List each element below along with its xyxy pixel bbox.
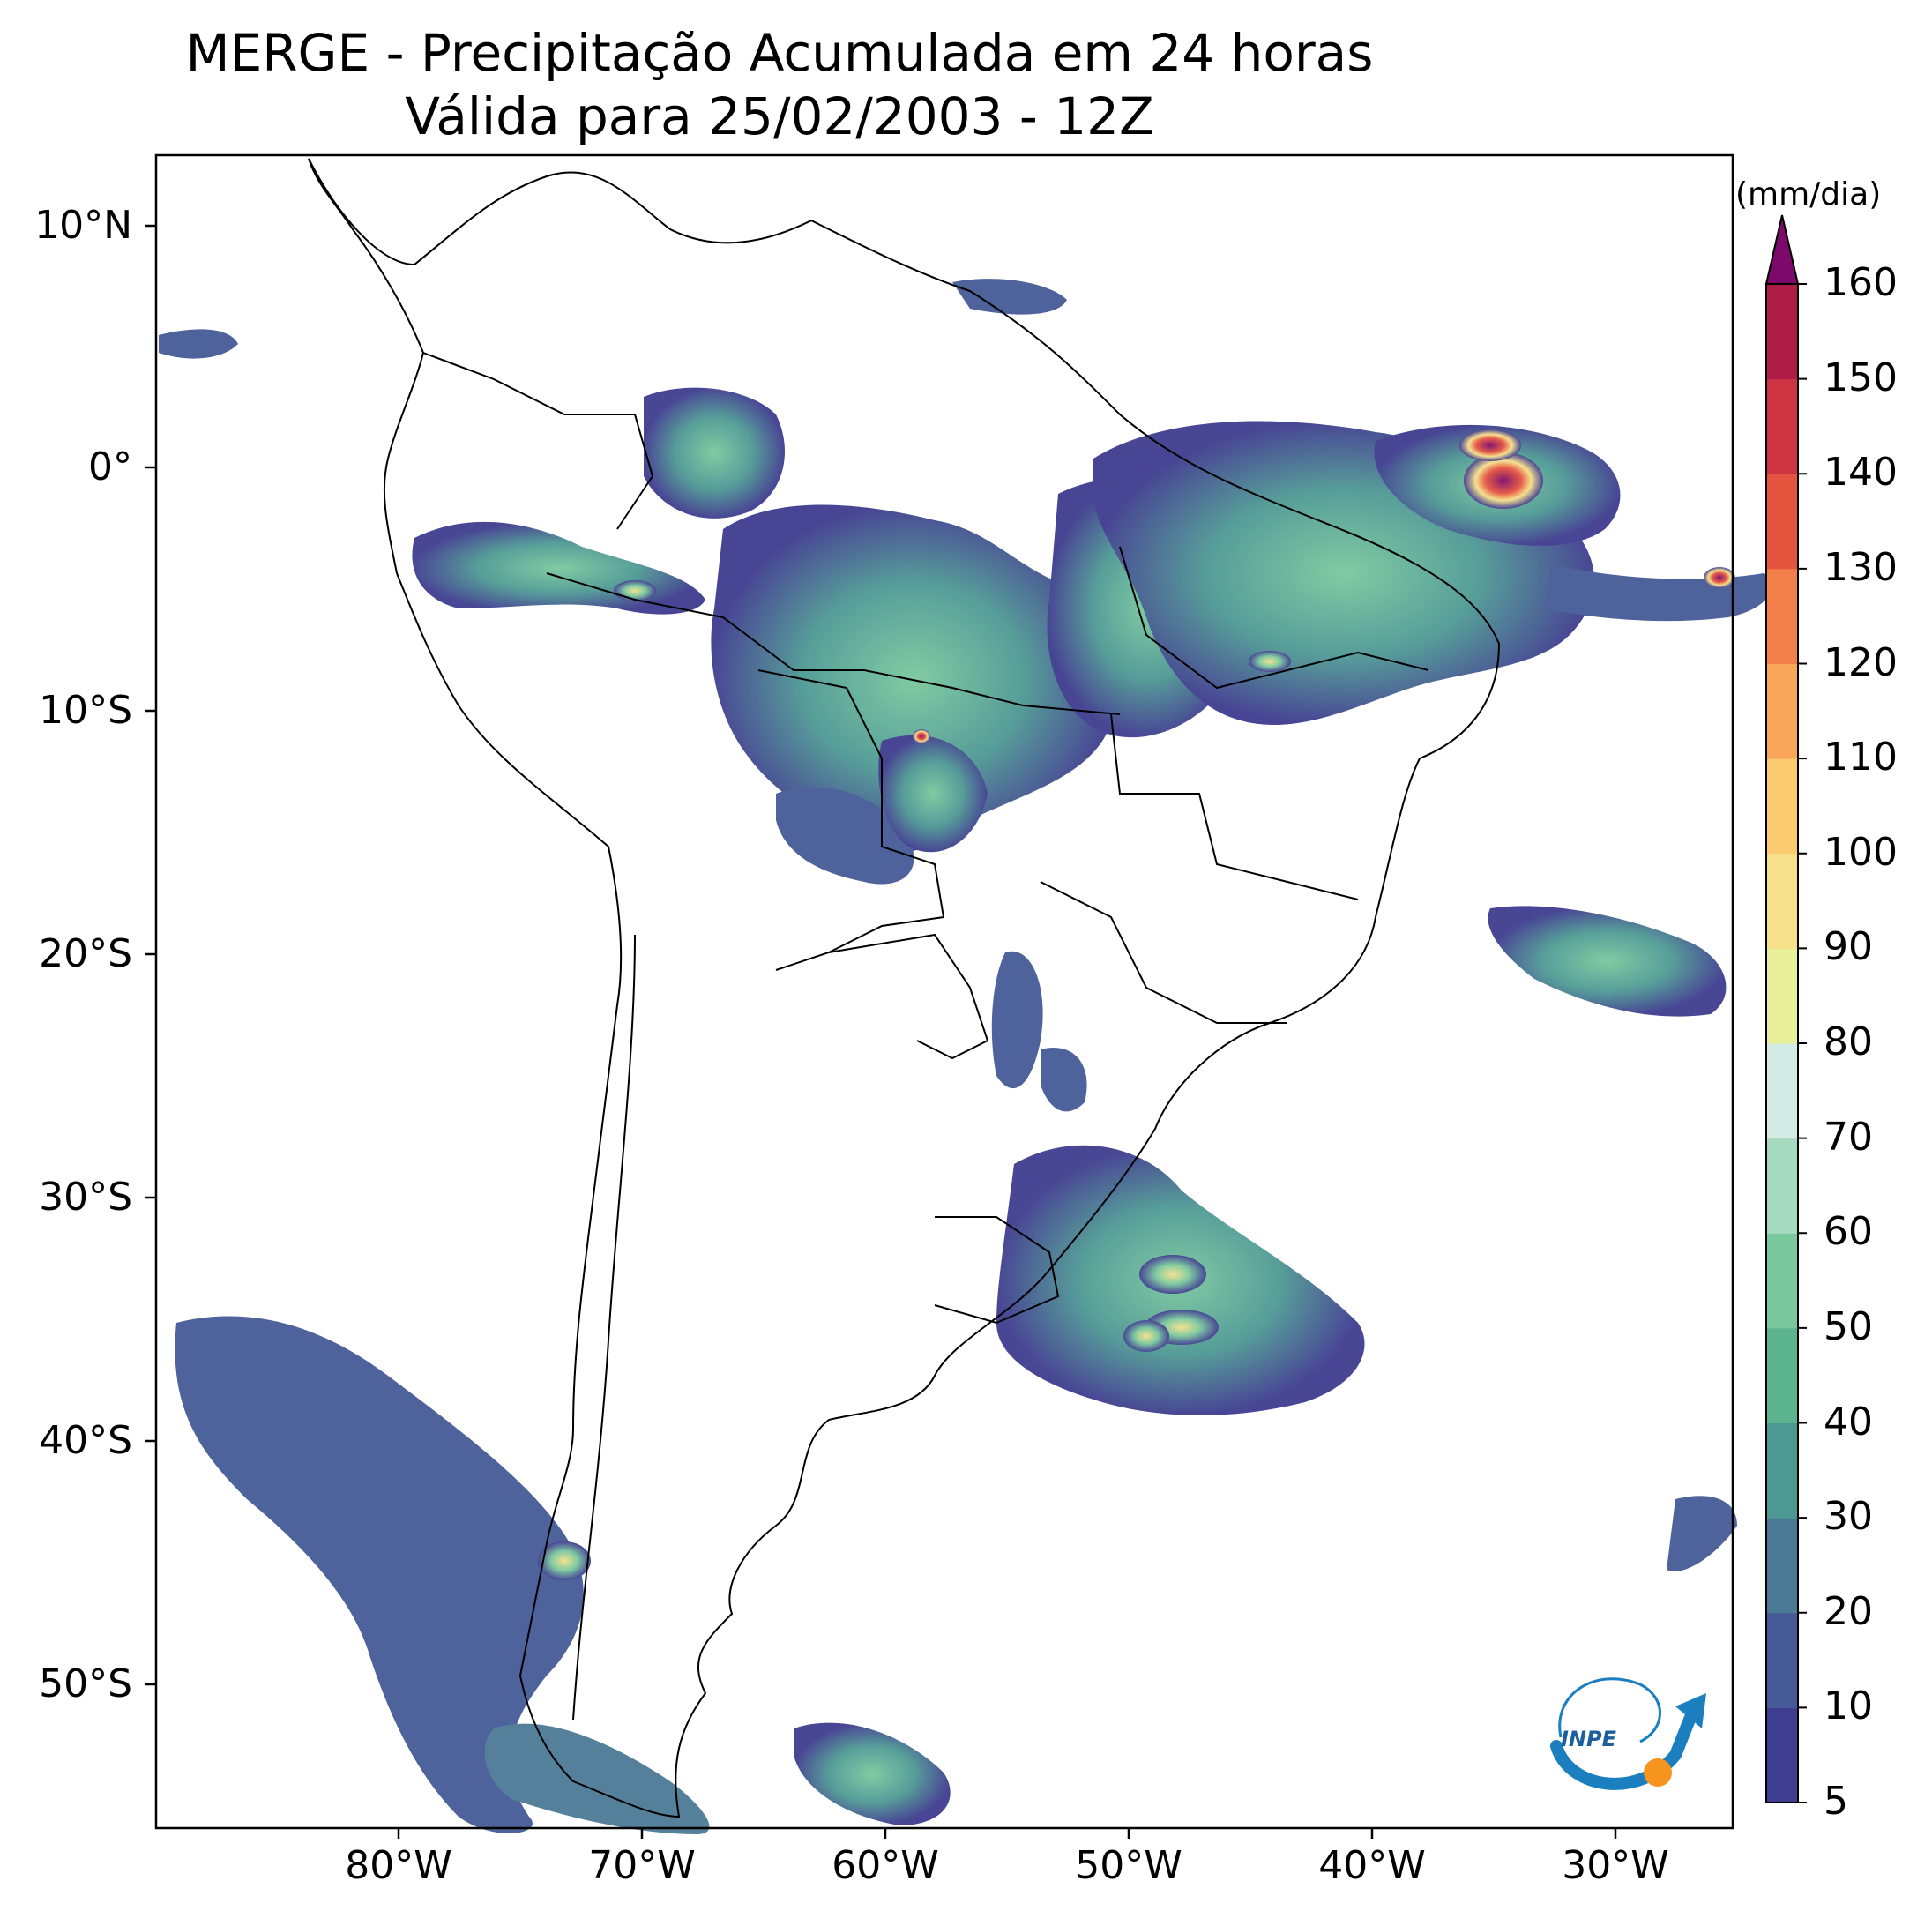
colorbar-segment [1766,1138,1798,1234]
lat-label-40s: 40°S [39,1418,132,1463]
border-uruguay [934,1216,1060,1325]
lon-label-50w: 50°W [1075,1843,1182,1888]
border-bolivia [757,669,945,971]
colorbar-segment [1766,1518,1798,1614]
inpe-logo: INPE [1550,1677,1706,1790]
colorbar-segment [1766,1612,1798,1708]
lon-label-40w: 40°W [1318,1843,1426,1888]
colorbar-segment [1766,1327,1798,1423]
lat-label-0: 0° [88,444,132,489]
precip-area-bolivia [776,787,914,885]
colorbar-segment [1766,378,1798,474]
precip-core-south-1 [1139,1255,1206,1294]
precip-area-mato-grosso [878,735,988,853]
map-frame [154,153,1734,1830]
precip-area-atlantic-band [1543,564,1772,622]
colorbar-tick-label: 10 [1824,1683,1873,1729]
colorbar-segment [1766,1707,1798,1803]
colorbar-segment [1766,1043,1798,1139]
logo-text: INPE [1561,1727,1617,1751]
border-colombia [422,352,654,530]
lat-label-20s: 20°S [39,931,132,976]
colorbar-tick-label: 40 [1824,1399,1873,1444]
colorbar-tick-label: 110 [1824,735,1898,780]
precip-area-peru-north [412,521,705,615]
colorbar-extend-arrow [1764,214,1800,285]
colorbar-tick-label: 50 [1824,1303,1873,1349]
colorbar-tick-label: 90 [1824,924,1873,970]
precip-max-east [1704,567,1735,588]
precip-area-pacific-north [159,329,238,359]
colorbar-segment [1766,1422,1798,1519]
border-brazil-states-3 [1040,881,1287,1024]
precip-core-peru [614,580,656,601]
border-paraguay [828,933,989,1060]
axis-ticks [145,224,1617,1839]
border-brazil-states-1 [1119,546,1429,690]
colorbar [1764,214,1807,1803]
colorbar-segment [1766,568,1798,664]
colorbar-tick-label: 80 [1824,1019,1873,1064]
lon-label-30w: 30°W [1562,1843,1669,1888]
border-brazil-states-2 [1110,713,1359,900]
precip-area-paraguay-brazil [991,951,1043,1089]
precip-core-northeast [1249,651,1291,672]
precip-max-atlantic [1464,452,1543,509]
colorbar-segment [1766,284,1798,380]
precip-area-south-tip [484,1723,710,1834]
colorbar-segment [1766,948,1798,1044]
colorbar-tick-label: 5 [1824,1779,1848,1824]
lat-label-10n: 10°N [34,203,132,248]
colorbar-segment [1766,853,1798,949]
precip-area-drake [794,1722,951,1825]
precip-core-patagonia [538,1541,591,1580]
colorbar-tick-label: 130 [1824,544,1898,590]
colorbar-segment [1766,474,1798,570]
south-america-coastline [308,158,1501,1818]
colorbar-tick-label: 120 [1824,639,1898,685]
colorbar-tick-label: 150 [1824,355,1898,400]
precip-area-south-brazil [1041,1048,1087,1112]
lon-label-80w: 80°W [345,1843,452,1888]
colorbar-tick-label: 100 [1824,829,1898,875]
lon-label-60w: 60°W [832,1843,939,1888]
coastline-and-borders [308,158,1501,1818]
precip-area-colombia [644,387,785,519]
colorbar-tick-label: 20 [1824,1588,1873,1634]
lat-label-30s: 30°S [39,1175,132,1220]
colorbar-tick-label: 30 [1824,1494,1873,1540]
map-subtitle: Válida para 25/02/2003 - 12Z [405,86,1154,146]
colorbar-tick-label: 60 [1824,1209,1873,1255]
lat-label-10s: 10°S [39,688,132,733]
colorbar-tick-label: 160 [1824,260,1898,305]
border-argentina-chile [572,934,636,1721]
lon-label-70w: 70°W [588,1843,696,1888]
precip-core-south-3 [1123,1320,1169,1352]
precip-max-atlantic-2 [1459,429,1521,461]
colorbar-segment [1766,1233,1798,1329]
precip-area-far-east [1667,1496,1737,1571]
colorbar-segment [1766,663,1798,759]
colorbar-tick-label: 70 [1824,1114,1873,1160]
precip-area-southeast-atlantic [1488,906,1727,1017]
precip-area-patagonia-pacific [175,1316,584,1833]
lat-label-50s: 50°S [39,1661,132,1706]
colorbar-segment [1766,758,1798,855]
precip-area-venezuela [952,279,1067,315]
colorbar-unit-label: (mm/dia) [1735,176,1882,213]
colorbar-tick-label: 140 [1824,450,1898,496]
precipitation-fields [159,279,1772,1834]
border-amazon [546,572,1121,715]
map-title: MERGE - Precipitação Acumulada em 24 hor… [185,23,1374,83]
precip-core-mato-grosso [913,729,930,743]
